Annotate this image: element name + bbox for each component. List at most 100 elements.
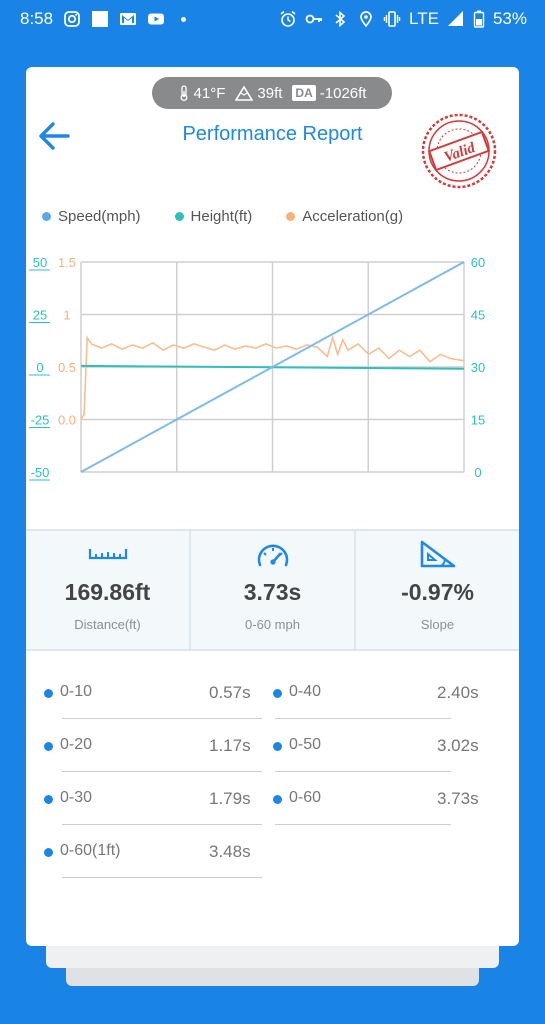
legend-height: Height(ft) — [174, 208, 253, 225]
vibrate-icon — [383, 10, 401, 28]
split-label: 0-40 — [289, 683, 322, 700]
slope-label: Slope — [420, 617, 455, 632]
back-arrow-icon — [39, 122, 70, 150]
legend-accel: Acceleration(g) — [286, 208, 403, 225]
speedometer-icon — [257, 544, 288, 567]
location-icon — [357, 10, 375, 28]
list-item: 0-10 0.57s — [26, 663, 272, 719]
valid-stamp: Valid — [421, 113, 497, 189]
network-type: LTE — [409, 9, 439, 28]
status-time: 8:58 — [20, 9, 54, 28]
divider — [62, 877, 262, 878]
battery-percent: 53% — [492, 9, 527, 28]
battery-icon — [473, 10, 485, 28]
speed-legend-dot-icon — [42, 212, 51, 221]
mountain-icon — [235, 85, 254, 101]
split-label: 0-20 — [60, 736, 93, 753]
split-label: 0-50 — [289, 736, 322, 753]
split-value: 2.40s — [437, 683, 479, 702]
status-bar: 8:58 LTE — [0, 0, 545, 38]
acceleration-series-line — [80, 334, 465, 420]
card-stack-shadow-front — [46, 944, 499, 968]
speed-axis-tick-label: 45 — [471, 308, 485, 323]
legend-speed: Speed(mph) — [42, 208, 141, 225]
thermometer-icon — [180, 85, 187, 101]
split-value: 3.73s — [437, 789, 479, 808]
list-item: 0-20 1.17s — [26, 716, 272, 772]
split-bullet-icon — [44, 742, 53, 751]
vpn-key-icon — [305, 10, 323, 28]
stat-distance: 169.86ft Distance(ft) — [26, 531, 189, 649]
split-bullet-icon — [44, 795, 53, 804]
split-value: 0.57s — [209, 683, 251, 702]
back-button[interactable] — [36, 119, 72, 153]
altitude-readout: 39ft — [235, 85, 282, 102]
speed-axis-tick-label: 60 — [471, 255, 485, 270]
youtube-icon — [147, 10, 165, 28]
distance-value: 169.86ft — [64, 579, 151, 605]
accel-axis-tick-label: 0.0 — [58, 413, 76, 428]
report-card: 41°F 39ft DA -1026ft Performance Report … — [26, 67, 519, 946]
speed-axis-tick-label: 30 — [471, 360, 485, 375]
list-item: 0-60(1ft) 3.48s — [26, 822, 272, 878]
distance-label: Distance(ft) — [74, 617, 141, 632]
height-axis-tick-label: -25 — [31, 413, 50, 428]
accel-axis-tick-label: 1.5 — [58, 255, 76, 270]
split-value: 1.17s — [209, 736, 251, 755]
alarm-icon — [279, 10, 297, 28]
split-label: 0-30 — [60, 789, 93, 806]
accel-axis-tick-label: 0.5 — [58, 360, 76, 375]
square-app-icon — [91, 10, 109, 28]
split-value: 3.02s — [437, 736, 479, 755]
temperature-readout: 41°F — [178, 84, 226, 102]
height-axis-tick-label: -50 — [31, 465, 50, 480]
height-axis-tick-label: 50 — [33, 255, 47, 270]
bluetooth-icon — [331, 10, 349, 28]
height-axis-tick-label: 25 — [33, 308, 47, 323]
density-altitude-readout: DA -1026ft — [292, 85, 366, 102]
signal-icon — [447, 10, 465, 28]
notification-dot-icon — [181, 16, 187, 22]
zero-sixty-label: 0-60 mph — [245, 617, 300, 632]
accel-axis-tick-label: 1 — [63, 308, 70, 323]
density-altitude-value: -1026ft — [319, 84, 367, 102]
split-bullet-icon — [44, 848, 53, 857]
split-label: 0-60 — [289, 789, 322, 806]
height-axis-tick-label: 0 — [36, 360, 43, 375]
split-bullet-icon — [273, 795, 282, 804]
divider — [275, 824, 451, 825]
stat-zero-sixty: 3.73s 0-60 mph — [189, 531, 354, 649]
speed-axis-tick-label: 0 — [474, 465, 481, 480]
legend-speed-label: Speed(mph) — [58, 208, 141, 225]
split-label: 0-60(1ft) — [60, 842, 121, 859]
split-value: 1.79s — [209, 789, 251, 808]
performance-chart: 50 25 0 -25 -50 1.5 1 0.5 0.0 60 45 30 15 0 — [29, 255, 485, 481]
speed-axis-tick-label: 15 — [471, 413, 485, 428]
split-bullet-icon — [44, 689, 53, 698]
divider — [62, 771, 262, 772]
slope-icon — [420, 540, 455, 568]
height-legend-dot-icon — [174, 212, 184, 221]
ruler-icon — [88, 549, 127, 560]
list-item: 0-30 1.79s — [26, 769, 272, 825]
stats-panel: 169.86ft Distance(ft) 3.73s 0-60 mph -0.… — [26, 529, 519, 651]
divider — [275, 718, 451, 719]
altitude-value: 39ft — [257, 84, 283, 102]
divider — [62, 824, 262, 825]
environment-pill: 41°F 39ft DA -1026ft — [152, 77, 392, 109]
accel-legend-dot-icon — [286, 212, 296, 221]
list-item: 0-40 2.40s — [255, 663, 505, 719]
split-label: 0-10 — [60, 683, 93, 700]
gmail-icon — [119, 10, 137, 28]
instagram-icon — [63, 10, 81, 28]
page-title: Performance Report — [182, 123, 363, 145]
temperature-value: 41°F — [193, 84, 226, 102]
density-altitude-label: DA — [292, 85, 316, 101]
split-value: 3.48s — [209, 842, 251, 861]
legend-height-label: Height(ft) — [190, 208, 253, 225]
zero-sixty-value: 3.73s — [243, 579, 302, 605]
divider — [62, 718, 262, 719]
legend-accel-label: Acceleration(g) — [302, 208, 404, 225]
speed-series-line — [80, 261, 465, 473]
divider — [275, 771, 451, 772]
